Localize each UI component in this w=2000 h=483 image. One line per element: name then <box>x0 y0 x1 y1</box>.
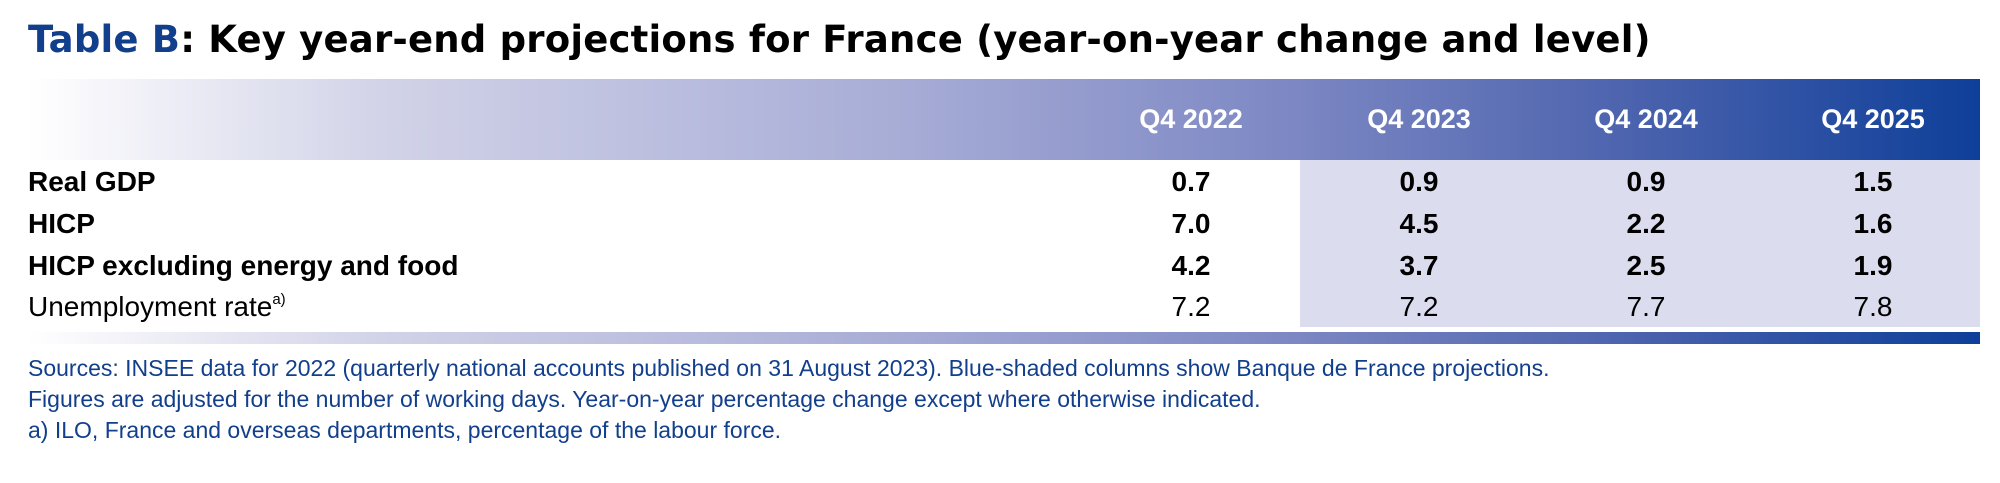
table-cell: 2.5 <box>1626 250 1666 281</box>
table-cell: 0.9 <box>1399 166 1439 197</box>
source-note: Sources: INSEE data for 2022 (quarterly … <box>28 355 1550 381</box>
table-cell: 3.7 <box>1399 250 1439 281</box>
header-band <box>28 79 1980 160</box>
table-cell: 4.5 <box>1399 208 1439 239</box>
table-cell: 0.7 <box>1171 166 1211 197</box>
table-cell: 7.7 <box>1626 291 1666 322</box>
table-cell: 7.0 <box>1171 208 1211 239</box>
column-header-q4-2025: Q4 2025 <box>1821 104 1925 134</box>
column-header-q4-2023: Q4 2023 <box>1367 104 1471 134</box>
table-title-text: : Key year-end projections for France (y… <box>180 18 1651 61</box>
table-cell: 0.9 <box>1626 166 1666 197</box>
row-label-unemployment-rate: Unemployment ratea) <box>28 291 286 323</box>
table-cell: 7.8 <box>1853 291 1893 322</box>
table-title-lead: Table B <box>28 18 181 61</box>
bottom-band <box>28 332 1980 344</box>
table-cell: 7.2 <box>1171 291 1211 322</box>
table-cell: 1.5 <box>1853 166 1893 197</box>
column-header-q4-2022: Q4 2022 <box>1139 104 1243 134</box>
row-label-hicp: HICP <box>28 208 95 239</box>
table-title: Table B: Key year-end projections for Fr… <box>28 18 1651 61</box>
table-cell: 1.6 <box>1853 208 1893 239</box>
methodology-note: Figures are adjusted for the number of w… <box>28 386 1261 412</box>
column-header-q4-2024: Q4 2024 <box>1594 104 1698 134</box>
table-cell: 7.2 <box>1399 291 1439 322</box>
projection-shade <box>1300 160 1980 327</box>
row-label-text: Unemployment rate <box>28 291 273 322</box>
table-cell: 1.9 <box>1853 250 1893 281</box>
row-label-real-gdp: Real GDP <box>28 166 156 197</box>
footnote-marker: a) <box>272 291 286 308</box>
footnote-a: a) ILO, France and overseas departments,… <box>28 417 782 443</box>
table-cell: 4.2 <box>1171 250 1211 281</box>
row-label-hicp-ex-energy-food: HICP excluding energy and food <box>28 250 459 281</box>
table-cell: 2.2 <box>1626 208 1666 239</box>
